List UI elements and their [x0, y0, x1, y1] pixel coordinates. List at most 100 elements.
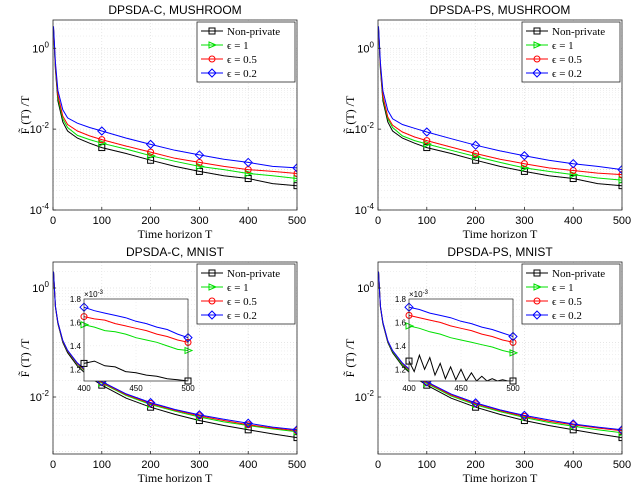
data-point [423, 137, 431, 145]
inset-data-point [405, 322, 415, 330]
data-point [617, 425, 622, 435]
data-point [98, 139, 108, 147]
x-tick-label: 500 [288, 459, 306, 471]
data-point [292, 425, 297, 435]
legend-swatch-marker [533, 297, 541, 305]
x-tick-label: 400 [239, 459, 257, 471]
axes-frame [52, 19, 298, 211]
series-3 [53, 27, 297, 177]
series-line [378, 28, 622, 187]
legend-swatch-marker [533, 269, 541, 277]
series-line [378, 27, 622, 176]
x-axis-label: Time horizon T [463, 227, 538, 241]
x-tick-label: 0 [375, 215, 381, 227]
y-tick-label: 100 [357, 280, 374, 295]
inset-x-tick-label: 400 [77, 384, 91, 393]
legend-box [521, 263, 621, 325]
legend-label: Non-private [552, 268, 605, 280]
legend-entry: Non-private [201, 268, 280, 280]
data-point [422, 127, 432, 137]
y-tick-label: 10-4 [355, 202, 375, 217]
inset-x-tick-label: 400 [402, 384, 416, 393]
data-point [617, 164, 622, 175]
data-point [568, 158, 578, 169]
series-line [378, 271, 622, 431]
data-point [519, 410, 530, 421]
x-tick-label: 200 [141, 215, 159, 227]
x-tick-label: 200 [466, 215, 484, 227]
legend-entry: ϵ = 1 [526, 40, 574, 52]
data-point [423, 140, 433, 148]
y-tick-label: 10-2 [30, 389, 50, 404]
legend-label: ϵ = 0.5 [552, 296, 582, 308]
x-tick-label: 400 [239, 215, 257, 227]
data-point [569, 175, 577, 183]
inset-frame [408, 298, 514, 382]
inset-y-tick-label: 1.8 [70, 295, 82, 304]
series-line [53, 28, 297, 187]
legend-entry: ϵ = 0.2 [201, 68, 257, 80]
legend-swatch-marker [208, 55, 216, 63]
legend-entry: Non-private [526, 268, 605, 280]
x-tick-label: 300 [515, 459, 533, 471]
chart-panel-1: 0 100 200 300 400 500 100 10-2 10-4 DPSDA-C, MUSH… [18, 3, 307, 241]
legend-entry: Non-private [201, 26, 280, 38]
legend-box [521, 21, 621, 83]
x-tick-label: 0 [375, 459, 381, 471]
chart-panel-2: 0 100 200 300 400 500 100 10-2 10-4 DPSDA-PS, MUS… [343, 3, 632, 241]
inset-series-line [84, 360, 188, 381]
data-point [293, 169, 297, 177]
data-point [98, 136, 106, 144]
legend-label: ϵ = 0.2 [227, 68, 257, 80]
legend-box [196, 21, 296, 83]
inset-series-line [84, 324, 188, 351]
legend-entry: ϵ = 0.5 [201, 54, 257, 66]
legend-swatch-marker [208, 41, 218, 49]
legend-swatch-marker [207, 68, 217, 78]
data-point [423, 144, 431, 152]
series-line [53, 27, 297, 174]
legend-label: ϵ = 0.5 [227, 296, 257, 308]
data-point [519, 151, 530, 161]
x-tick-label: 500 [288, 215, 306, 227]
legend: Non-private ϵ = 1 ϵ = 0.5 ϵ = 0.2 [521, 21, 621, 83]
data-point [520, 160, 528, 168]
legend-label: ϵ = 0.5 [227, 54, 257, 66]
x-tick-label: 200 [466, 459, 484, 471]
series-line [378, 26, 622, 171]
axes-frame [377, 261, 623, 455]
data-point [147, 148, 155, 156]
legend-swatch-marker [533, 55, 541, 63]
data-point [618, 182, 622, 190]
x-tick-label: 0 [50, 459, 56, 471]
x-tick-label: 400 [564, 215, 582, 227]
legend-label: Non-private [227, 26, 280, 38]
inset-series-line [84, 316, 188, 343]
legend: Non-private ϵ = 1 ϵ = 0.5 ϵ = 0.2 [521, 263, 621, 325]
legend-label: ϵ = 0.2 [227, 310, 257, 322]
data-point [145, 397, 156, 408]
x-tick-label: 100 [418, 459, 436, 471]
legend-entry: ϵ = 0.2 [526, 68, 582, 80]
inset-series-line [409, 325, 513, 354]
inset-y-tick-label: 1.2 [70, 365, 82, 374]
legend-entry: ϵ = 0.5 [201, 296, 257, 308]
legend-entry: Non-private [526, 26, 605, 38]
x-tick-label: 300 [515, 215, 533, 227]
data-point [470, 140, 481, 150]
legend-label: ϵ = 0.2 [552, 310, 582, 322]
inset-y-tick-label: 1.6 [70, 318, 82, 327]
x-tick-label: 300 [190, 459, 208, 471]
data-point [472, 156, 480, 164]
inset-y-tick-label: 1.8 [395, 295, 407, 304]
legend-entry: ϵ = 0.2 [201, 310, 257, 322]
legend-label: Non-private [227, 268, 280, 280]
inset-series-line [84, 306, 188, 339]
legend-label: ϵ = 1 [227, 282, 249, 294]
data-point [244, 169, 254, 178]
inset-series-line [409, 353, 513, 381]
data-point [470, 398, 481, 408]
chart-panel-4: 0 100 200 300 400 500 100 10-2 DPSDA-PS, MNIST Ti… [343, 245, 632, 485]
legend-swatch-marker [207, 310, 217, 320]
